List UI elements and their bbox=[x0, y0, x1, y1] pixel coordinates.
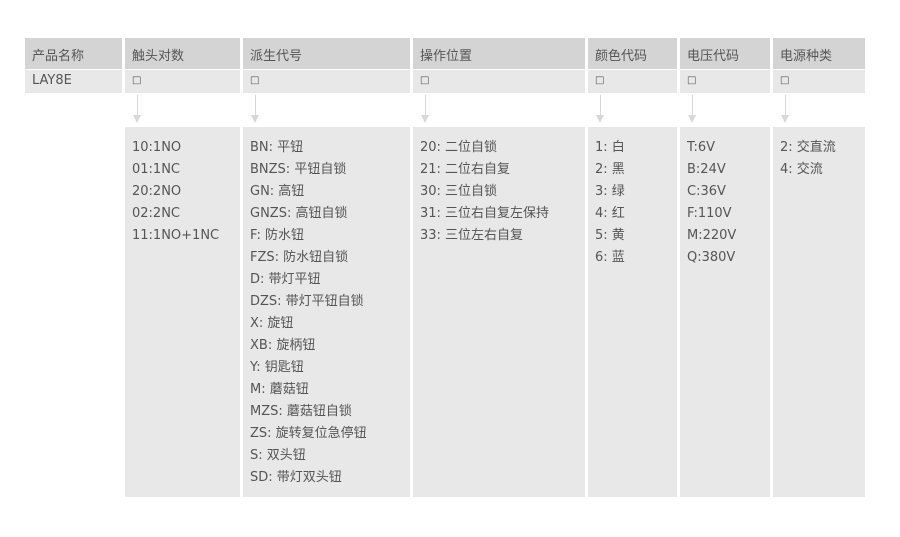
option-item: B:24V bbox=[687, 162, 726, 177]
options-voltage-code: T:6V B:24V C:36V F:110V M:220V Q:380V bbox=[680, 127, 770, 497]
option-item: 20: 二位自锁 bbox=[420, 140, 498, 155]
placeholder-derivative: □ bbox=[243, 70, 410, 93]
placeholder-voltage-code: □ bbox=[680, 70, 770, 93]
option-item: Y: 钥匙钮 bbox=[250, 360, 304, 375]
option-item: 5: 黄 bbox=[595, 228, 625, 243]
header-color-code: 颜色代码 bbox=[588, 38, 677, 69]
option-item: 4: 红 bbox=[595, 206, 625, 221]
options-operation-position: 20: 二位自锁 21: 二位右自复 30: 三位自锁 31: 三位右自复左保持 33:… bbox=[413, 127, 585, 497]
option-item: SD: 带灯双头钮 bbox=[250, 470, 342, 485]
option-item: X: 旋钮 bbox=[250, 316, 294, 331]
options-derivative: BN: 平钮 BNZS: 平钮自锁 GN: 高钮 GNZS: 高钮自锁 F: 防水钮 FZ… bbox=[243, 127, 410, 497]
option-item: T:6V bbox=[687, 140, 716, 155]
option-item: C:36V bbox=[687, 184, 726, 199]
option-item: 20:2NO bbox=[132, 184, 182, 199]
option-item: Q:380V bbox=[687, 250, 736, 265]
header-product-name: 产品名称 bbox=[25, 38, 122, 69]
header-voltage-code: 电压代码 bbox=[680, 38, 770, 69]
option-item: FZS: 防水钮自锁 bbox=[250, 250, 349, 265]
option-item: ZS: 旋转复位急停钮 bbox=[250, 426, 367, 441]
product-value: LAY8E bbox=[25, 70, 122, 93]
placeholder-power-type: □ bbox=[773, 70, 865, 93]
options-power-type: 2: 交直流 4: 交流 bbox=[773, 127, 865, 497]
option-item: DZS: 带灯平钮自锁 bbox=[250, 294, 364, 309]
option-item: GN: 高钮 bbox=[250, 184, 305, 199]
option-item: F:110V bbox=[687, 206, 732, 221]
placeholder-color-code: □ bbox=[588, 70, 677, 93]
option-item: 4: 交流 bbox=[780, 162, 823, 177]
option-item: D: 带灯平钮 bbox=[250, 272, 321, 287]
arrow-down-icon bbox=[133, 95, 141, 123]
arrow-down-icon bbox=[688, 95, 696, 123]
option-item: BNZS: 平钮自锁 bbox=[250, 162, 347, 177]
option-item: 01:1NC bbox=[132, 162, 180, 177]
option-item: 33: 三位左右自复 bbox=[420, 228, 524, 243]
header-contacts: 触头对数 bbox=[125, 38, 240, 69]
arrow-down-icon bbox=[421, 95, 429, 123]
option-item: 2: 交直流 bbox=[780, 140, 836, 155]
option-item: S: 双头钮 bbox=[250, 448, 306, 463]
header-operation-position: 操作位置 bbox=[413, 38, 585, 69]
option-item: 21: 二位右自复 bbox=[420, 162, 511, 177]
header-power-type: 电源种类 bbox=[773, 38, 865, 69]
options-color-code: 1: 白 2: 黑 3: 绿 4: 红 5: 黄 6: 蓝 bbox=[588, 127, 677, 497]
placeholder-contacts: □ bbox=[125, 70, 240, 93]
option-item: 2: 黑 bbox=[595, 162, 625, 177]
header-derivative: 派生代号 bbox=[243, 38, 410, 69]
option-item: BN: 平钮 bbox=[250, 140, 304, 155]
option-item: 10:1NO bbox=[132, 140, 182, 155]
option-item: 11:1NO+1NC bbox=[132, 228, 220, 243]
option-item: 31: 三位右自复左保持 bbox=[420, 206, 550, 221]
option-item: 6: 蓝 bbox=[595, 250, 625, 265]
option-item: MZS: 蘑菇钮自锁 bbox=[250, 404, 352, 419]
option-item: 3: 绿 bbox=[595, 184, 625, 199]
option-item: 02:2NC bbox=[132, 206, 180, 221]
option-item: 30: 三位自锁 bbox=[420, 184, 498, 199]
option-item: M: 蘑菇钮 bbox=[250, 382, 309, 397]
arrow-down-icon bbox=[781, 95, 789, 123]
options-contacts: 10:1NO 01:1NC 20:2NO 02:2NC 11:1NO+1NC bbox=[125, 127, 240, 497]
option-item: GNZS: 高钮自锁 bbox=[250, 206, 348, 221]
placeholder-operation-position: □ bbox=[413, 70, 585, 93]
arrow-down-icon bbox=[596, 95, 604, 123]
option-item: F: 防水钮 bbox=[250, 228, 304, 243]
option-item: 1: 白 bbox=[595, 140, 625, 155]
option-item: XB: 旋柄钮 bbox=[250, 338, 316, 353]
option-item: M:220V bbox=[687, 228, 737, 243]
arrow-down-icon bbox=[251, 95, 259, 123]
